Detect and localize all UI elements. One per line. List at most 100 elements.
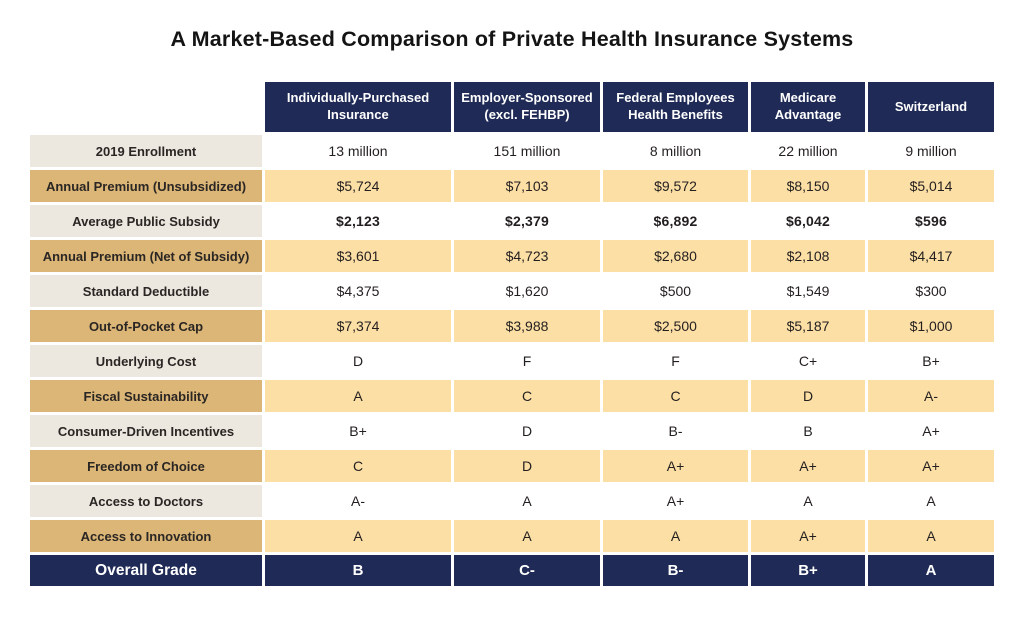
page-title: A Market-Based Comparison of Private Hea… bbox=[170, 27, 854, 51]
table-cell: B+ bbox=[868, 345, 994, 377]
table-cell: A+ bbox=[751, 450, 865, 482]
overall-grade-label: Overall Grade bbox=[30, 555, 262, 586]
table-cell: $1,000 bbox=[868, 310, 994, 342]
table-header: Individually-Purchased Insurance Employer… bbox=[30, 82, 994, 132]
column-header-3: Federal Employees Health Benefits bbox=[603, 82, 748, 132]
table-cell: $4,375 bbox=[265, 275, 451, 307]
row-label: Consumer-Driven Incentives bbox=[30, 415, 262, 447]
table-row: Annual Premium (Unsubsidized) $5,724 $7,10… bbox=[30, 170, 994, 202]
row-label: Out-of-Pocket Cap bbox=[30, 310, 262, 342]
row-label: Access to Innovation bbox=[30, 520, 262, 552]
column-header-5: Switzerland bbox=[868, 82, 994, 132]
overall-grade-row: Overall Grade B C- B- B+ A bbox=[30, 555, 994, 586]
table-cell: $6,042 bbox=[751, 205, 865, 237]
table-cell: $596 bbox=[868, 205, 994, 237]
table-cell: D bbox=[454, 415, 600, 447]
table-cell: $2,123 bbox=[265, 205, 451, 237]
overall-grade-cell: B- bbox=[603, 555, 748, 586]
table-cell: $9,572 bbox=[603, 170, 748, 202]
table-cell: $5,187 bbox=[751, 310, 865, 342]
column-header-1: Individually-Purchased Insurance bbox=[265, 82, 451, 132]
table-row: Fiscal Sustainability A C C D A- bbox=[30, 380, 994, 412]
column-header-2: Employer-Sponsored (excl. FEHBP) bbox=[454, 82, 600, 132]
table-row: Freedom of Choice C D A+ A+ A+ bbox=[30, 450, 994, 482]
table-cell: A bbox=[868, 520, 994, 552]
table-cell: $500 bbox=[603, 275, 748, 307]
table-cell: C+ bbox=[751, 345, 865, 377]
comparison-table: Individually-Purchased Insurance Employer… bbox=[27, 79, 997, 589]
table-cell: D bbox=[265, 345, 451, 377]
table-cell: $5,724 bbox=[265, 170, 451, 202]
table-row: Standard Deductible $4,375 $1,620 $500 $1,54… bbox=[30, 275, 994, 307]
table-row: Underlying Cost D F F C+ B+ bbox=[30, 345, 994, 377]
table-cell: C bbox=[603, 380, 748, 412]
table-cell: A- bbox=[265, 485, 451, 517]
row-label: Access to Doctors bbox=[30, 485, 262, 517]
table-cell: $6,892 bbox=[603, 205, 748, 237]
table-row: Annual Premium (Net of Subsidy) $3,601 $4,… bbox=[30, 240, 994, 272]
table-row: Access to Doctors A- A A+ A A bbox=[30, 485, 994, 517]
table-cell: B bbox=[751, 415, 865, 447]
table-cell: A bbox=[454, 485, 600, 517]
table-cell: 151 million bbox=[454, 135, 600, 167]
table-cell: A+ bbox=[751, 520, 865, 552]
row-label: Annual Premium (Net of Subsidy) bbox=[30, 240, 262, 272]
table-cell: A bbox=[868, 485, 994, 517]
table-cell: B- bbox=[603, 415, 748, 447]
table-cell: A bbox=[603, 520, 748, 552]
column-header-4: Medicare Advantage bbox=[751, 82, 865, 132]
overall-grade-cell: C- bbox=[454, 555, 600, 586]
table-cell: A bbox=[265, 380, 451, 412]
table-cell: $4,417 bbox=[868, 240, 994, 272]
table-cell: A- bbox=[868, 380, 994, 412]
table-cell: $5,014 bbox=[868, 170, 994, 202]
table-cell: A bbox=[751, 485, 865, 517]
table-cell: F bbox=[603, 345, 748, 377]
table-cell: A bbox=[265, 520, 451, 552]
header-row: Individually-Purchased Insurance Employer… bbox=[30, 82, 994, 132]
table-cell: $8,150 bbox=[751, 170, 865, 202]
table-row: Consumer-Driven Incentives B+ D B- B A+ bbox=[30, 415, 994, 447]
table-row: Average Public Subsidy $2,123 $2,379 $6,892… bbox=[30, 205, 994, 237]
row-label: Standard Deductible bbox=[30, 275, 262, 307]
table-cell: 8 million bbox=[603, 135, 748, 167]
table-cell: $2,680 bbox=[603, 240, 748, 272]
row-label: Underlying Cost bbox=[30, 345, 262, 377]
table-cell: A+ bbox=[603, 450, 748, 482]
table-cell: $1,620 bbox=[454, 275, 600, 307]
table-body: 2019 Enrollment 13 million 151 million 8 mi… bbox=[30, 135, 994, 586]
row-label: Annual Premium (Unsubsidized) bbox=[30, 170, 262, 202]
table-row: 2019 Enrollment 13 million 151 million 8 mi… bbox=[30, 135, 994, 167]
table-cell: 9 million bbox=[868, 135, 994, 167]
table-cell: $300 bbox=[868, 275, 994, 307]
table-cell: $1,549 bbox=[751, 275, 865, 307]
row-label: Freedom of Choice bbox=[30, 450, 262, 482]
table-cell: A+ bbox=[868, 415, 994, 447]
row-label: Average Public Subsidy bbox=[30, 205, 262, 237]
table-cell: A+ bbox=[603, 485, 748, 517]
table-cell: F bbox=[454, 345, 600, 377]
table-cell: $2,108 bbox=[751, 240, 865, 272]
table-row: Access to Innovation A A A A+ A bbox=[30, 520, 994, 552]
table-cell: $3,601 bbox=[265, 240, 451, 272]
corner-spacer bbox=[30, 82, 262, 132]
table-row: Out-of-Pocket Cap $7,374 $3,988 $2,500 $5,18… bbox=[30, 310, 994, 342]
table-cell: $7,103 bbox=[454, 170, 600, 202]
table-cell: 22 million bbox=[751, 135, 865, 167]
table-cell: C bbox=[265, 450, 451, 482]
overall-grade-cell: A bbox=[868, 555, 994, 586]
table-cell: A+ bbox=[868, 450, 994, 482]
row-label: Fiscal Sustainability bbox=[30, 380, 262, 412]
table-cell: $4,723 bbox=[454, 240, 600, 272]
table-cell: B+ bbox=[265, 415, 451, 447]
row-label: 2019 Enrollment bbox=[30, 135, 262, 167]
table-cell: A bbox=[454, 520, 600, 552]
table-cell: $2,379 bbox=[454, 205, 600, 237]
table-cell: $7,374 bbox=[265, 310, 451, 342]
table-cell: $2,500 bbox=[603, 310, 748, 342]
table-cell: 13 million bbox=[265, 135, 451, 167]
overall-grade-cell: B bbox=[265, 555, 451, 586]
overall-grade-cell: B+ bbox=[751, 555, 865, 586]
table-cell: $3,988 bbox=[454, 310, 600, 342]
table-cell: C bbox=[454, 380, 600, 412]
